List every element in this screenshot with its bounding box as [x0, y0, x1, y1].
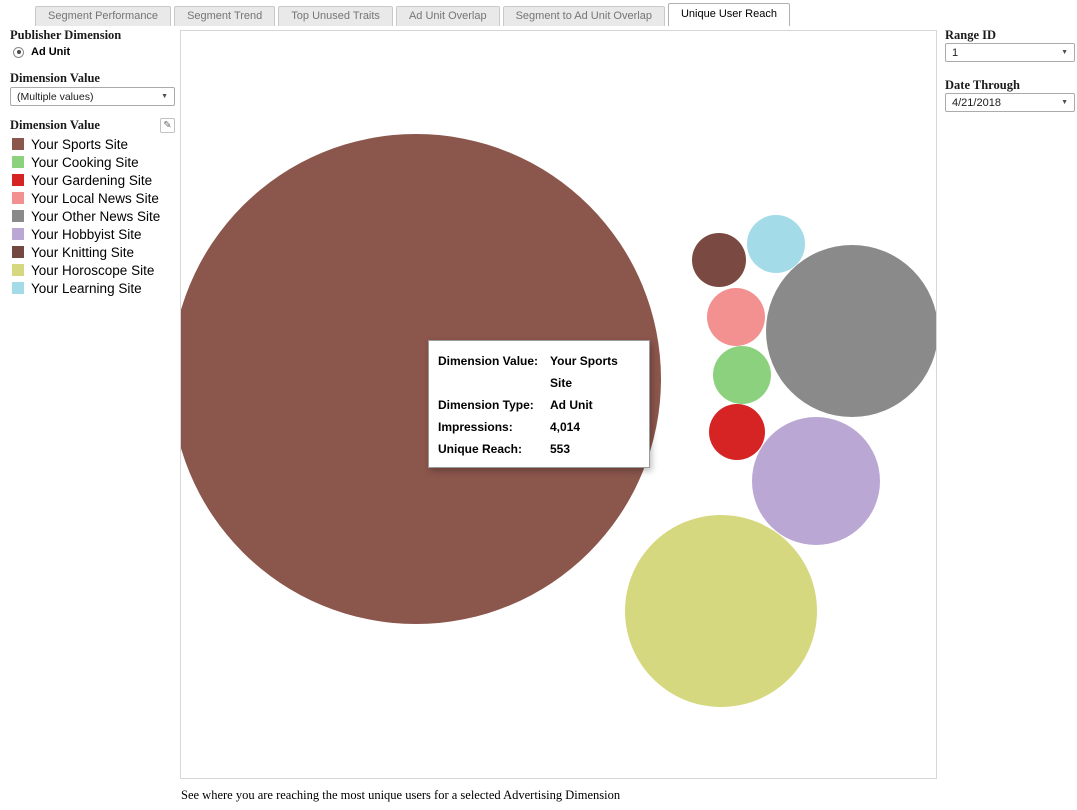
- dimension-value-selected: (Multiple values): [17, 90, 94, 103]
- tooltip-row-value: Ad Unit: [550, 398, 593, 412]
- tab-segment-trend[interactable]: Segment Trend: [174, 6, 276, 26]
- legend-item-your-learning-site[interactable]: Your Learning Site: [12, 279, 160, 297]
- caption: See where you are reaching the most uniq…: [181, 788, 621, 802]
- tooltip-row-label: Dimension Value:: [438, 354, 539, 368]
- legend: Your Sports Site Your Cooking Site Your Ga…: [12, 135, 160, 297]
- range-id-label: Range ID: [945, 28, 997, 42]
- tab-ad-unit-overlap[interactable]: Ad Unit Overlap: [395, 6, 500, 26]
- legend-item-your-local-news-site[interactable]: Your Local News Site: [12, 189, 160, 207]
- radio-selected-icon[interactable]: [13, 46, 24, 58]
- legend-label: Your Other News Site: [31, 208, 161, 224]
- tab-bar: Segment Performance Segment Trend Top Unus…: [0, 0, 1077, 26]
- legend-item-your-horoscope-site[interactable]: Your Horoscope Site: [12, 261, 160, 279]
- date-through-label: Date Through: [945, 78, 1020, 92]
- legend-label: Your Cooking Site: [31, 154, 139, 170]
- legend-item-your-other-news-site[interactable]: Your Other News Site: [12, 207, 160, 225]
- bubble-your-knitting-site[interactable]: [692, 233, 746, 287]
- tooltip-row: Unique Reach: 553: [438, 438, 640, 460]
- legend-swatch: [12, 138, 24, 150]
- tab-top-unused-traits[interactable]: Top Unused Traits: [278, 6, 393, 26]
- bubble-your-hobbyist-site[interactable]: [752, 417, 880, 545]
- tooltip: Dimension Value: Your Sports Site Dimensio…: [428, 340, 650, 468]
- legend-swatch: [12, 246, 24, 258]
- legend-swatch: [12, 282, 24, 294]
- bubble-your-gardening-site[interactable]: [709, 404, 765, 460]
- legend-label: Your Hobbyist Site: [31, 226, 142, 242]
- tab-unique-user-reach[interactable]: Unique User Reach: [667, 3, 790, 26]
- tab-segment-to-ad-unit-overlap[interactable]: Segment to Ad Unit Overlap: [502, 6, 665, 26]
- publisher-dimension-radio[interactable]: Ad Unit: [13, 46, 70, 58]
- tooltip-row: Impressions: 4,014: [438, 416, 640, 438]
- legend-swatch: [12, 192, 24, 204]
- legend-label: Your Knitting Site: [31, 244, 135, 260]
- legend-item-your-cooking-site[interactable]: Your Cooking Site: [12, 153, 160, 171]
- chevron-down-icon: ▼: [1061, 49, 1068, 56]
- legend-label: Your Local News Site: [31, 190, 159, 206]
- bubble-your-horoscope-site[interactable]: [625, 515, 817, 707]
- publisher-dimension-option-label: Ad Unit: [31, 46, 71, 58]
- legend-item-your-knitting-site[interactable]: Your Knitting Site: [12, 243, 160, 261]
- tooltip-row: Dimension Type: Ad Unit: [438, 394, 640, 416]
- legend-swatch: [12, 264, 24, 276]
- legend-swatch: [12, 174, 24, 186]
- tooltip-row-label: Impressions:: [438, 420, 513, 434]
- edit-legend-icon[interactable]: ✎: [160, 118, 175, 133]
- bubble-your-other-news-site[interactable]: [766, 245, 936, 417]
- chevron-down-icon: ▼: [161, 93, 168, 100]
- legend-label: Your Gardening Site: [31, 172, 153, 188]
- tooltip-row-value: 553: [550, 442, 571, 456]
- bubble-your-learning-site[interactable]: [747, 215, 805, 273]
- dimension-value-dropdown[interactable]: (Multiple values) ▼: [10, 87, 175, 106]
- range-id-value: 1: [952, 46, 959, 59]
- legend-item-your-gardening-site[interactable]: Your Gardening Site: [12, 171, 160, 189]
- bubble-chart[interactable]: Dimension Value: Your Sports Site Dimensio…: [180, 30, 937, 779]
- bubble-your-local-news-site[interactable]: [707, 288, 765, 346]
- publisher-dimension-label: Publisher Dimension: [10, 28, 122, 42]
- tooltip-row-value: 4,014: [550, 420, 581, 434]
- legend-label: Your Horoscope Site: [31, 262, 155, 278]
- bubble-your-cooking-site[interactable]: [713, 346, 771, 404]
- legend-item-your-hobbyist-site[interactable]: Your Hobbyist Site: [12, 225, 160, 243]
- tooltip-row-value: Your Sports Site: [550, 354, 618, 390]
- legend-label: Your Sports Site: [31, 136, 129, 152]
- tab-segment-performance[interactable]: Segment Performance: [35, 6, 172, 26]
- legend-swatch: [12, 210, 24, 222]
- date-through-value: 4/21/2018: [952, 96, 1001, 109]
- tooltip-row-label: Unique Reach:: [438, 442, 523, 456]
- range-id-dropdown[interactable]: 1 ▼: [945, 43, 1075, 62]
- legend-title: Dimension Value: [10, 118, 100, 132]
- chevron-down-icon: ▼: [1061, 99, 1068, 106]
- date-through-dropdown[interactable]: 4/21/2018 ▼: [945, 93, 1075, 112]
- legend-label: Your Learning Site: [31, 280, 142, 296]
- dimension-value-filter-label: Dimension Value: [10, 71, 100, 85]
- legend-swatch: [12, 156, 24, 168]
- legend-item-your-sports-site[interactable]: Your Sports Site: [12, 135, 160, 153]
- legend-swatch: [12, 228, 24, 240]
- legend-header: Dimension Value ✎: [10, 118, 175, 133]
- tooltip-row: Dimension Value: Your Sports Site: [438, 350, 640, 394]
- tooltip-row-label: Dimension Type:: [438, 398, 534, 412]
